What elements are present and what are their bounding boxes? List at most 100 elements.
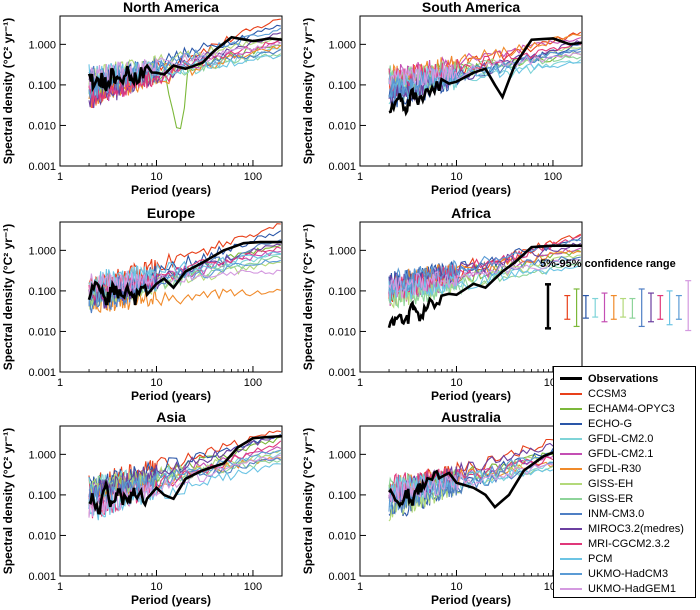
- y-tick-label: 0.010: [328, 120, 356, 132]
- legend-item: GISS-EH: [560, 476, 633, 491]
- y-tick-label: 1.000: [28, 39, 56, 51]
- x-tick-label: 10: [450, 171, 462, 183]
- x-axis-label: Period (years): [431, 183, 511, 197]
- chart-panel: South America 1 10 100 0.001 0.010 0.100 1.000 P…: [301, 0, 583, 197]
- legend-label: CCSM3: [588, 387, 627, 400]
- legend-label: GFDL-R30: [588, 462, 642, 475]
- model-series-line: [388, 237, 582, 296]
- y-tick-label: 0.001: [28, 161, 56, 173]
- legend-label: ECHO-G: [588, 417, 632, 430]
- y-tick-label: 0.100: [328, 80, 356, 92]
- legend-item: INM-CM3.0: [560, 506, 644, 521]
- legend-item: MIROC3.2(medres): [560, 521, 684, 536]
- y-axis-label: Spectral density (°C² yr⁻¹): [301, 224, 315, 371]
- legend-swatch: [560, 587, 582, 590]
- legend-label: INM-CM3.0: [588, 507, 645, 520]
- legend-item: UKMO-HadCM3: [560, 566, 668, 581]
- y-tick-label: 0.001: [28, 571, 56, 583]
- legend-label: ECHAM4-OPYC3: [588, 402, 675, 415]
- y-axis-label: Spectral density (°C² yr⁻¹): [1, 224, 15, 371]
- y-axis-label: Spectral density (°C² yr⁻¹): [1, 18, 15, 165]
- model-series-line: [388, 443, 582, 512]
- x-axis-label: Period (years): [131, 389, 211, 403]
- observations-line: [87, 35, 282, 93]
- panel-title: Australia: [441, 410, 501, 425]
- legend-swatch: [560, 407, 582, 410]
- chart-panel: Asia 1 10 100 0.001 0.010 0.100 1.000 Period (ye…: [1, 410, 283, 607]
- x-axis-label: Period (years): [431, 593, 511, 607]
- confidence-bar: [610, 294, 617, 320]
- legend-swatch: [560, 572, 582, 575]
- x-tick-label: 100: [244, 581, 262, 593]
- plot-frame: [59, 425, 283, 577]
- legend: Observations CCSM3 ECHAM4-OPYC3 ECHO-G GFDL-…: [553, 366, 696, 598]
- confidence-bar: [582, 294, 589, 319]
- legend-item: Observations: [560, 371, 658, 386]
- panel-title: South America: [422, 0, 520, 15]
- confidence-bar: [592, 297, 599, 318]
- confidence-bar: [629, 297, 636, 319]
- legend-label: Observations: [588, 372, 659, 385]
- chart-panel: Australia1101000.0010.0100.1001.000Perio…: [301, 410, 583, 607]
- y-tick-label: 0.010: [28, 326, 56, 338]
- legend-swatch: [560, 557, 582, 560]
- y-tick-label: 1.000: [328, 245, 356, 257]
- legend-swatch: [560, 467, 582, 470]
- y-tick-label: 0.001: [328, 571, 356, 583]
- legend-swatch: [560, 377, 582, 380]
- x-tick-label: 100: [244, 377, 262, 389]
- confidence-bar: [657, 294, 664, 320]
- plot-frame: [359, 221, 583, 373]
- panel-title: Africa: [451, 206, 491, 221]
- y-axis-label: Spectral density (°C² yr⁻¹): [301, 18, 315, 165]
- legend-item: ECHO-G: [560, 416, 632, 431]
- confidence-title: 5%-95% confidence range: [540, 258, 676, 270]
- legend-item: CCSM3: [560, 386, 627, 401]
- legend-item: PCM: [560, 551, 612, 566]
- model-series-line: [388, 256, 581, 295]
- legend-label: GFDL-CM2.1: [588, 447, 654, 460]
- x-tick-label: 1: [57, 171, 63, 183]
- x-tick-label: 1: [57, 377, 63, 389]
- model-series-line: [388, 254, 581, 309]
- y-tick-label: 0.100: [328, 286, 356, 298]
- legend-swatch: [560, 512, 582, 515]
- confidence-bar: [601, 292, 608, 323]
- y-tick-label: 0.100: [28, 490, 56, 502]
- confidence-range: 5%-95% confidence range: [540, 258, 700, 338]
- chart-panel: Europe 1 10 100 0.001 0.010 0.100 1.000 Period (…: [1, 206, 283, 403]
- plot-frame: [59, 221, 283, 373]
- model-series-line: [388, 48, 581, 99]
- legend-item: GFDL-R30: [560, 461, 641, 476]
- y-axis-label: Spectral density (°C² yr⁻¹): [301, 428, 315, 575]
- legend-swatch: [560, 482, 582, 485]
- x-tick-label: 100: [544, 171, 562, 183]
- legend-label: PCM: [588, 552, 613, 565]
- observations-line: [388, 447, 582, 509]
- legend-label: UKMO-HadCM3: [588, 567, 669, 580]
- legend-swatch: [560, 527, 582, 530]
- y-tick-label: 0.010: [328, 326, 356, 338]
- legend-item: MRI-CGCM2.3.2: [560, 536, 670, 551]
- confidence-bar: [648, 292, 654, 323]
- y-tick-label: 0.010: [328, 530, 356, 542]
- legend-swatch: [560, 542, 582, 545]
- x-axis-label: Period (years): [131, 593, 211, 607]
- legend-label: GISS-ER: [588, 492, 634, 505]
- observations-line: [88, 434, 282, 515]
- x-axis-label: Period (years): [131, 183, 211, 197]
- confidence-bar: [638, 288, 645, 328]
- confidence-bar: [573, 288, 580, 328]
- y-tick-label: 0.001: [328, 161, 356, 173]
- x-tick-label: 1: [357, 581, 363, 593]
- model-series-line: [88, 251, 281, 296]
- y-tick-label: 0.010: [28, 120, 56, 132]
- panel-title: Asia: [156, 410, 186, 425]
- panel-title: North America: [123, 0, 219, 15]
- confidence-bar: [675, 294, 682, 320]
- x-tick-label: 10: [150, 581, 162, 593]
- x-tick-label: 1: [357, 377, 363, 389]
- observations-line: [387, 244, 582, 329]
- y-tick-label: 1.000: [28, 245, 56, 257]
